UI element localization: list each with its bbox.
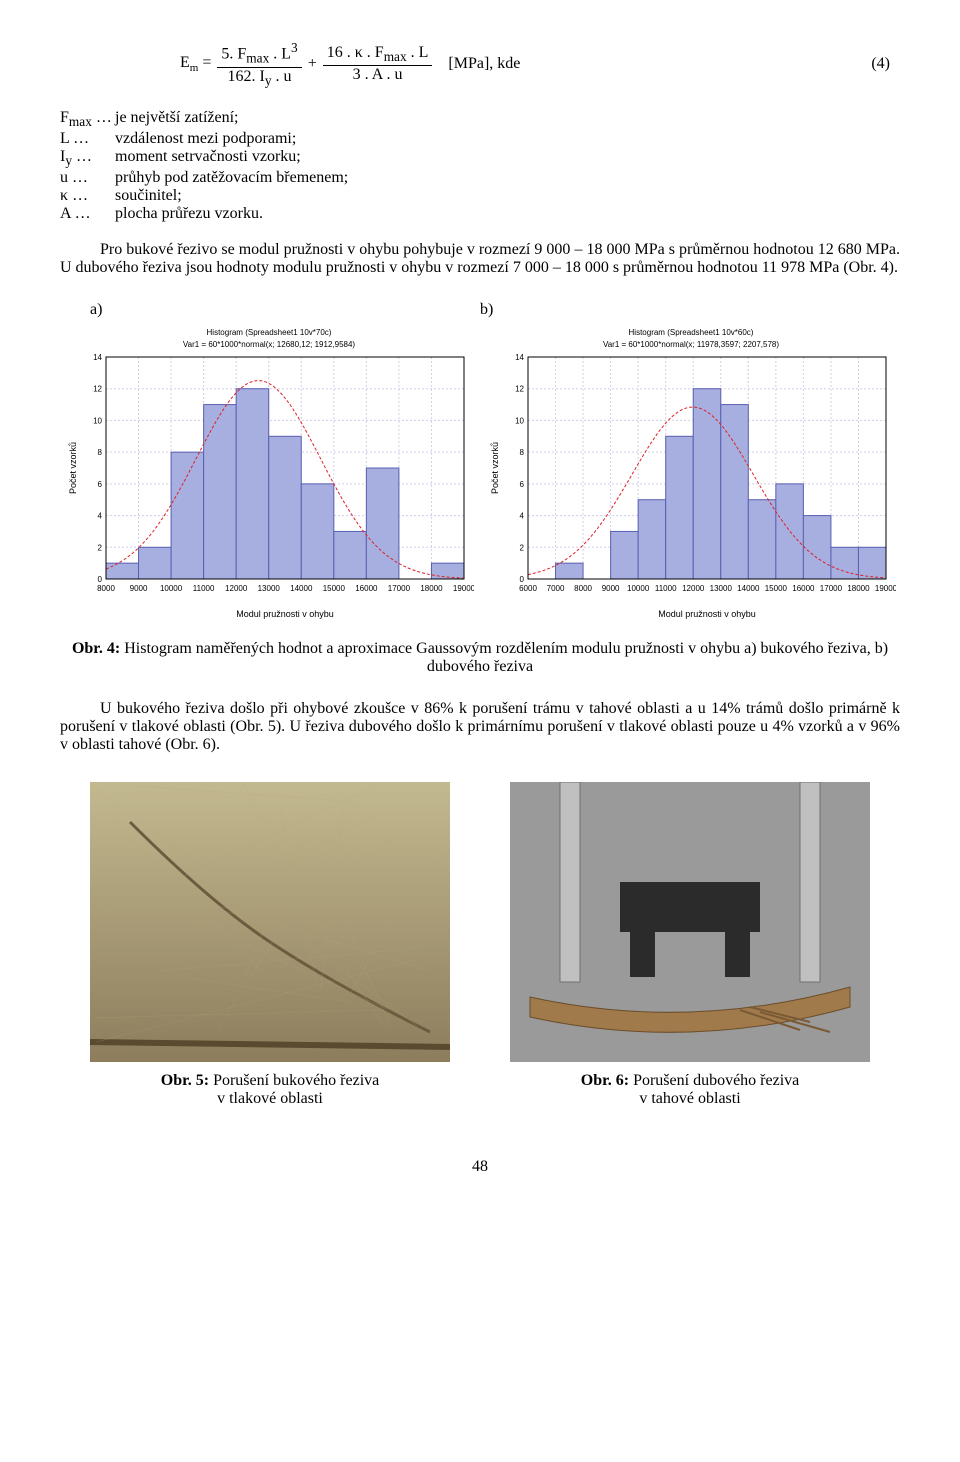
eq-lhs: Em = <box>180 54 211 74</box>
svg-text:17000: 17000 <box>388 584 411 593</box>
svg-text:8000: 8000 <box>97 584 115 593</box>
equation: Em = 5. Fmax . L3 162. Iy . u + 16 . κ .… <box>180 40 520 89</box>
svg-text:12000: 12000 <box>682 584 705 593</box>
panel-label-b: b) <box>480 301 870 319</box>
definition-text: průhyb pod zatěžovacím břemenem; <box>115 169 348 187</box>
svg-text:16000: 16000 <box>792 584 815 593</box>
definition-text: plocha průřezu vzorku. <box>115 205 263 223</box>
definition-symbol: A … <box>60 205 115 223</box>
svg-text:14: 14 <box>515 353 524 362</box>
panel-labels: a) b) <box>60 301 900 319</box>
svg-text:9000: 9000 <box>130 584 148 593</box>
eq-plus: + <box>308 55 317 73</box>
svg-text:19000: 19000 <box>453 584 474 593</box>
svg-text:14: 14 <box>93 353 102 362</box>
svg-text:Modul pružnosti v ohybu: Modul pružnosti v ohybu <box>236 609 334 619</box>
svg-text:13000: 13000 <box>258 584 281 593</box>
svg-text:12: 12 <box>93 385 102 394</box>
svg-text:Var1 = 60*1000*normal(x; 11978: Var1 = 60*1000*normal(x; 11978,3597; 220… <box>603 340 779 349</box>
eq-frac-2: 16 . κ . Fmax . L 3 . A . u <box>323 44 433 84</box>
svg-text:Modul pružnosti v ohybu: Modul pružnosti v ohybu <box>658 609 756 619</box>
svg-text:8: 8 <box>98 448 103 457</box>
definition-text: součinitel; <box>115 187 182 205</box>
definition-text: moment setrvačnosti vzorku; <box>115 148 301 169</box>
eq-number: (4) <box>871 55 890 73</box>
figure-6: Obr. 6: Porušení dubového řeziva v tahov… <box>510 782 870 1108</box>
figure-5-photo <box>90 782 450 1062</box>
svg-text:7000: 7000 <box>547 584 565 593</box>
svg-text:Počet vzorků: Počet vzorků <box>68 442 78 494</box>
svg-text:6: 6 <box>98 480 103 489</box>
definition-symbol: u … <box>60 169 115 187</box>
svg-text:10000: 10000 <box>627 584 650 593</box>
panel-label-a: a) <box>90 301 480 319</box>
svg-text:11000: 11000 <box>193 584 215 593</box>
svg-text:Počet vzorků: Počet vzorků <box>490 442 500 494</box>
eq-unit: [MPa], kde <box>448 55 520 73</box>
svg-text:18000: 18000 <box>847 584 870 593</box>
definition-row: κ …součinitel; <box>60 187 900 205</box>
svg-text:9000: 9000 <box>602 584 620 593</box>
definition-symbol: Iy … <box>60 148 115 169</box>
svg-text:8000: 8000 <box>574 584 592 593</box>
paragraph-1: Pro bukové řezivo se modul pružnosti v o… <box>60 241 900 277</box>
definition-row: L …vzdálenost mezi podporami; <box>60 130 900 148</box>
definition-symbol: κ … <box>60 187 115 205</box>
figure-5: Obr. 5: Porušení bukového řeziva v tlako… <box>90 782 450 1108</box>
definition-row: u …průhyb pod zatěžovacím břemenem; <box>60 169 900 187</box>
svg-text:15000: 15000 <box>323 584 346 593</box>
svg-text:15000: 15000 <box>765 584 788 593</box>
svg-text:8: 8 <box>520 448 525 457</box>
definition-symbol: Fmax … <box>60 109 115 130</box>
paragraph-2: U bukového řeziva došlo při ohybové zkou… <box>60 700 900 754</box>
svg-text:4: 4 <box>98 512 103 521</box>
figure-4-caption: Obr. 4: Histogram naměřených hodnot a ap… <box>60 640 900 676</box>
svg-text:19000: 19000 <box>875 584 896 593</box>
svg-text:10: 10 <box>93 417 102 426</box>
svg-text:2: 2 <box>98 543 103 552</box>
svg-text:10: 10 <box>515 417 524 426</box>
svg-text:0: 0 <box>520 575 525 584</box>
svg-text:14000: 14000 <box>290 584 313 593</box>
svg-text:Histogram (Spreadsheet1 10v*60: Histogram (Spreadsheet1 10v*60c) <box>629 328 754 337</box>
svg-text:6000: 6000 <box>519 584 537 593</box>
svg-text:11000: 11000 <box>655 584 677 593</box>
histogram-charts: Histogram (Spreadsheet1 10v*70c) Var1 = 6… <box>60 323 900 628</box>
figure-5-caption: Obr. 5: Porušení bukového řeziva v tlako… <box>90 1072 450 1108</box>
definition-row: Fmax …je největší zatížení; <box>60 109 900 130</box>
svg-text:0: 0 <box>98 575 103 584</box>
definition-text: vzdálenost mezi podporami; <box>115 130 296 148</box>
symbol-definitions: Fmax …je největší zatížení;L …vzdálenost… <box>60 109 900 223</box>
svg-text:14000: 14000 <box>737 584 760 593</box>
svg-text:2: 2 <box>520 543 525 552</box>
figure-6-photo <box>510 782 870 1062</box>
photo-row: Obr. 5: Porušení bukového řeziva v tlako… <box>60 782 900 1108</box>
svg-text:10000: 10000 <box>160 584 183 593</box>
chart-b: Histogram (Spreadsheet1 10v*60c) Var1 = 6… <box>486 323 896 628</box>
svg-text:16000: 16000 <box>355 584 378 593</box>
svg-text:6: 6 <box>520 480 525 489</box>
svg-text:Histogram (Spreadsheet1 10v*70: Histogram (Spreadsheet1 10v*70c) <box>207 328 332 337</box>
svg-text:18000: 18000 <box>420 584 443 593</box>
eq-frac-1: 5. Fmax . L3 162. Iy . u <box>217 40 301 89</box>
svg-text:17000: 17000 <box>820 584 843 593</box>
svg-text:Var1 = 60*1000*normal(x; 12680: Var1 = 60*1000*normal(x; 12680,12; 1912,… <box>183 340 356 349</box>
definition-row: A … plocha průřezu vzorku. <box>60 205 900 223</box>
equation-row: Em = 5. Fmax . L3 162. Iy . u + 16 . κ .… <box>60 40 900 89</box>
svg-text:12: 12 <box>515 385 524 394</box>
definition-text: je největší zatížení; <box>115 109 239 130</box>
definition-row: Iy …moment setrvačnosti vzorku; <box>60 148 900 169</box>
svg-text:12000: 12000 <box>225 584 248 593</box>
svg-text:4: 4 <box>520 512 525 521</box>
page-number: 48 <box>60 1158 900 1176</box>
chart-a: Histogram (Spreadsheet1 10v*70c) Var1 = 6… <box>64 323 474 628</box>
definition-symbol: L … <box>60 130 115 148</box>
svg-text:13000: 13000 <box>710 584 733 593</box>
figure-6-caption: Obr. 6: Porušení dubového řeziva v tahov… <box>510 1072 870 1108</box>
